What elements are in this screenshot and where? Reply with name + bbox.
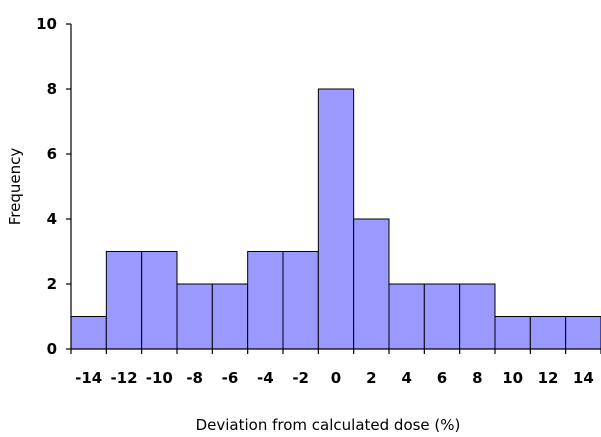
bars-group	[70, 88, 601, 350]
x-ticks-group: -14 -12 -10 -8 -6 -4 -2 0 2 4 6 8 10 12 14	[70, 349, 601, 387]
histogram-bar	[565, 316, 601, 350]
x-tick-label: -6	[222, 369, 239, 387]
y-tick-label: 10	[36, 15, 57, 33]
histogram-bar	[141, 251, 178, 350]
histogram-bar	[388, 283, 425, 350]
x-tick-label: -12	[110, 369, 137, 387]
y-tick-label: 0	[47, 340, 57, 358]
histogram-bar	[247, 251, 284, 350]
histogram-bar	[529, 316, 567, 350]
axes-group	[70, 24, 601, 350]
x-tick-label: -10	[146, 369, 173, 387]
y-axis-label: Frequency	[6, 148, 24, 226]
histogram-bar	[459, 283, 496, 350]
x-tick-label: 10	[502, 369, 523, 387]
y-tick-label: 8	[47, 80, 57, 98]
histogram-bar	[494, 316, 531, 350]
histogram-bar	[282, 251, 319, 350]
histogram-bar	[176, 283, 213, 350]
x-tick-label: 14	[573, 369, 594, 387]
y-tick-label: 2	[47, 275, 57, 293]
y-ticks-group: 0 2 4 6 8 10	[36, 15, 71, 358]
x-axis-label: Deviation from calculated dose (%)	[196, 416, 461, 434]
x-tick-label: 6	[437, 369, 447, 387]
x-tick-label: -4	[257, 369, 274, 387]
histogram-bar	[105, 251, 143, 350]
x-tick-label: -8	[186, 369, 203, 387]
y-tick-label: 4	[47, 210, 57, 228]
x-tick-label: 8	[472, 369, 482, 387]
histogram-bar	[423, 283, 461, 350]
x-tick-label: 2	[366, 369, 376, 387]
histogram-bar	[317, 88, 355, 350]
histogram-bar	[70, 316, 107, 350]
histogram-bar	[211, 283, 249, 350]
y-tick-label: 6	[47, 145, 57, 163]
x-tick-label: -2	[292, 369, 309, 387]
x-tick-label: 12	[538, 369, 559, 387]
x-tick-label: 0	[331, 369, 341, 387]
x-tick-label: -14	[75, 369, 102, 387]
histogram-bar	[353, 218, 390, 350]
x-tick-label: 4	[401, 369, 411, 387]
